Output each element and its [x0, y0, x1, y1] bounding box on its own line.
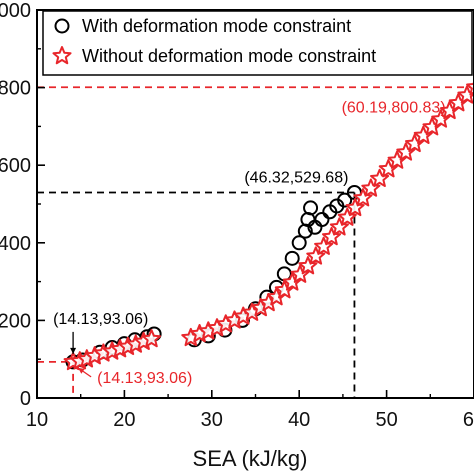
y-tick-label-5: 1000 — [0, 0, 31, 22]
star-point-33 — [361, 178, 381, 197]
y-tick-label-1: 200 — [0, 310, 31, 332]
y-tick-label-0: 0 — [20, 388, 31, 410]
circle-point-20 — [303, 200, 319, 216]
legend-marker-circle — [54, 18, 70, 34]
annotation-arrowhead-2 — [70, 347, 77, 354]
x-axis-title: SEA (kJ/kg) — [193, 446, 308, 471]
annotations-layer: (46.32,529.68) (60.19,800.83) (14.13,93.06… — [53, 99, 446, 387]
legend: With deformation mode constraint Without… — [42, 10, 473, 76]
legend-label-with-constraint: With deformation mode constraint — [82, 16, 351, 36]
legend-marker-star — [52, 46, 72, 65]
y-tick-label-3: 600 — [0, 155, 31, 177]
star-point-45 — [466, 79, 474, 96]
reference-lines-layer — [37, 86, 474, 398]
star-point-31 — [345, 197, 365, 217]
y-tick-label-4: 800 — [0, 78, 31, 100]
star-point-34 — [370, 168, 390, 188]
annotation-label-1: (60.19,800.83) — [342, 99, 446, 116]
legend-circle-shape — [54, 18, 70, 34]
y-tick-label-2: 400 — [0, 233, 31, 255]
star-point-26 — [306, 246, 326, 265]
star-point-30 — [337, 207, 357, 226]
star-point-28 — [321, 226, 342, 246]
legend-box — [42, 10, 473, 76]
star-point-25 — [298, 256, 318, 275]
annotation-arrowhead-3 — [78, 367, 85, 374]
x-tick-label-0: 10 — [26, 409, 48, 431]
x-tick-label-4: 50 — [375, 409, 397, 431]
annotation-label-0: (46.32,529.68) — [244, 169, 348, 186]
circle-point-25 — [337, 192, 353, 208]
series-1 — [63, 79, 474, 371]
x-tick-label-1: 20 — [113, 409, 135, 431]
circle-point-22 — [314, 212, 330, 228]
axis-ticks-layer: 10203040506002004006008001000 — [0, 0, 474, 431]
star-point-29 — [329, 217, 349, 236]
series-0 — [65, 184, 362, 370]
star-point-32 — [353, 188, 373, 207]
circle-point-17 — [291, 235, 307, 251]
series-layer — [63, 79, 474, 371]
circle-point-16 — [284, 250, 300, 266]
annotation-label-2: (14.13,93.06) — [53, 311, 148, 328]
annotation-label-3: (14.13,93.06) — [97, 370, 192, 387]
x-tick-label-2: 30 — [201, 409, 223, 431]
star-point-10 — [141, 329, 162, 348]
legend-star-shape — [52, 46, 72, 65]
x-tick-label-5: 60 — [463, 409, 474, 431]
legend-label-without-constraint: Without deformation mode constraint — [82, 46, 376, 66]
star-point-27 — [314, 236, 334, 255]
x-tick-label-3: 40 — [288, 409, 310, 431]
